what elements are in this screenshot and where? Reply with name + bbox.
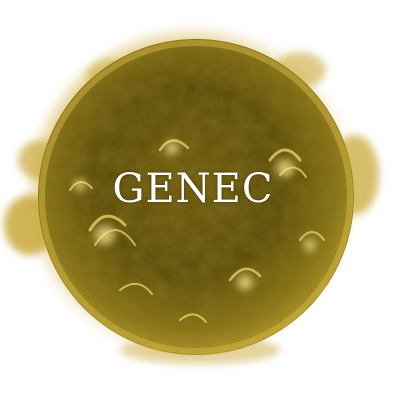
bright-spots — [74, 141, 316, 290]
logo-text: GENEC — [112, 166, 274, 212]
